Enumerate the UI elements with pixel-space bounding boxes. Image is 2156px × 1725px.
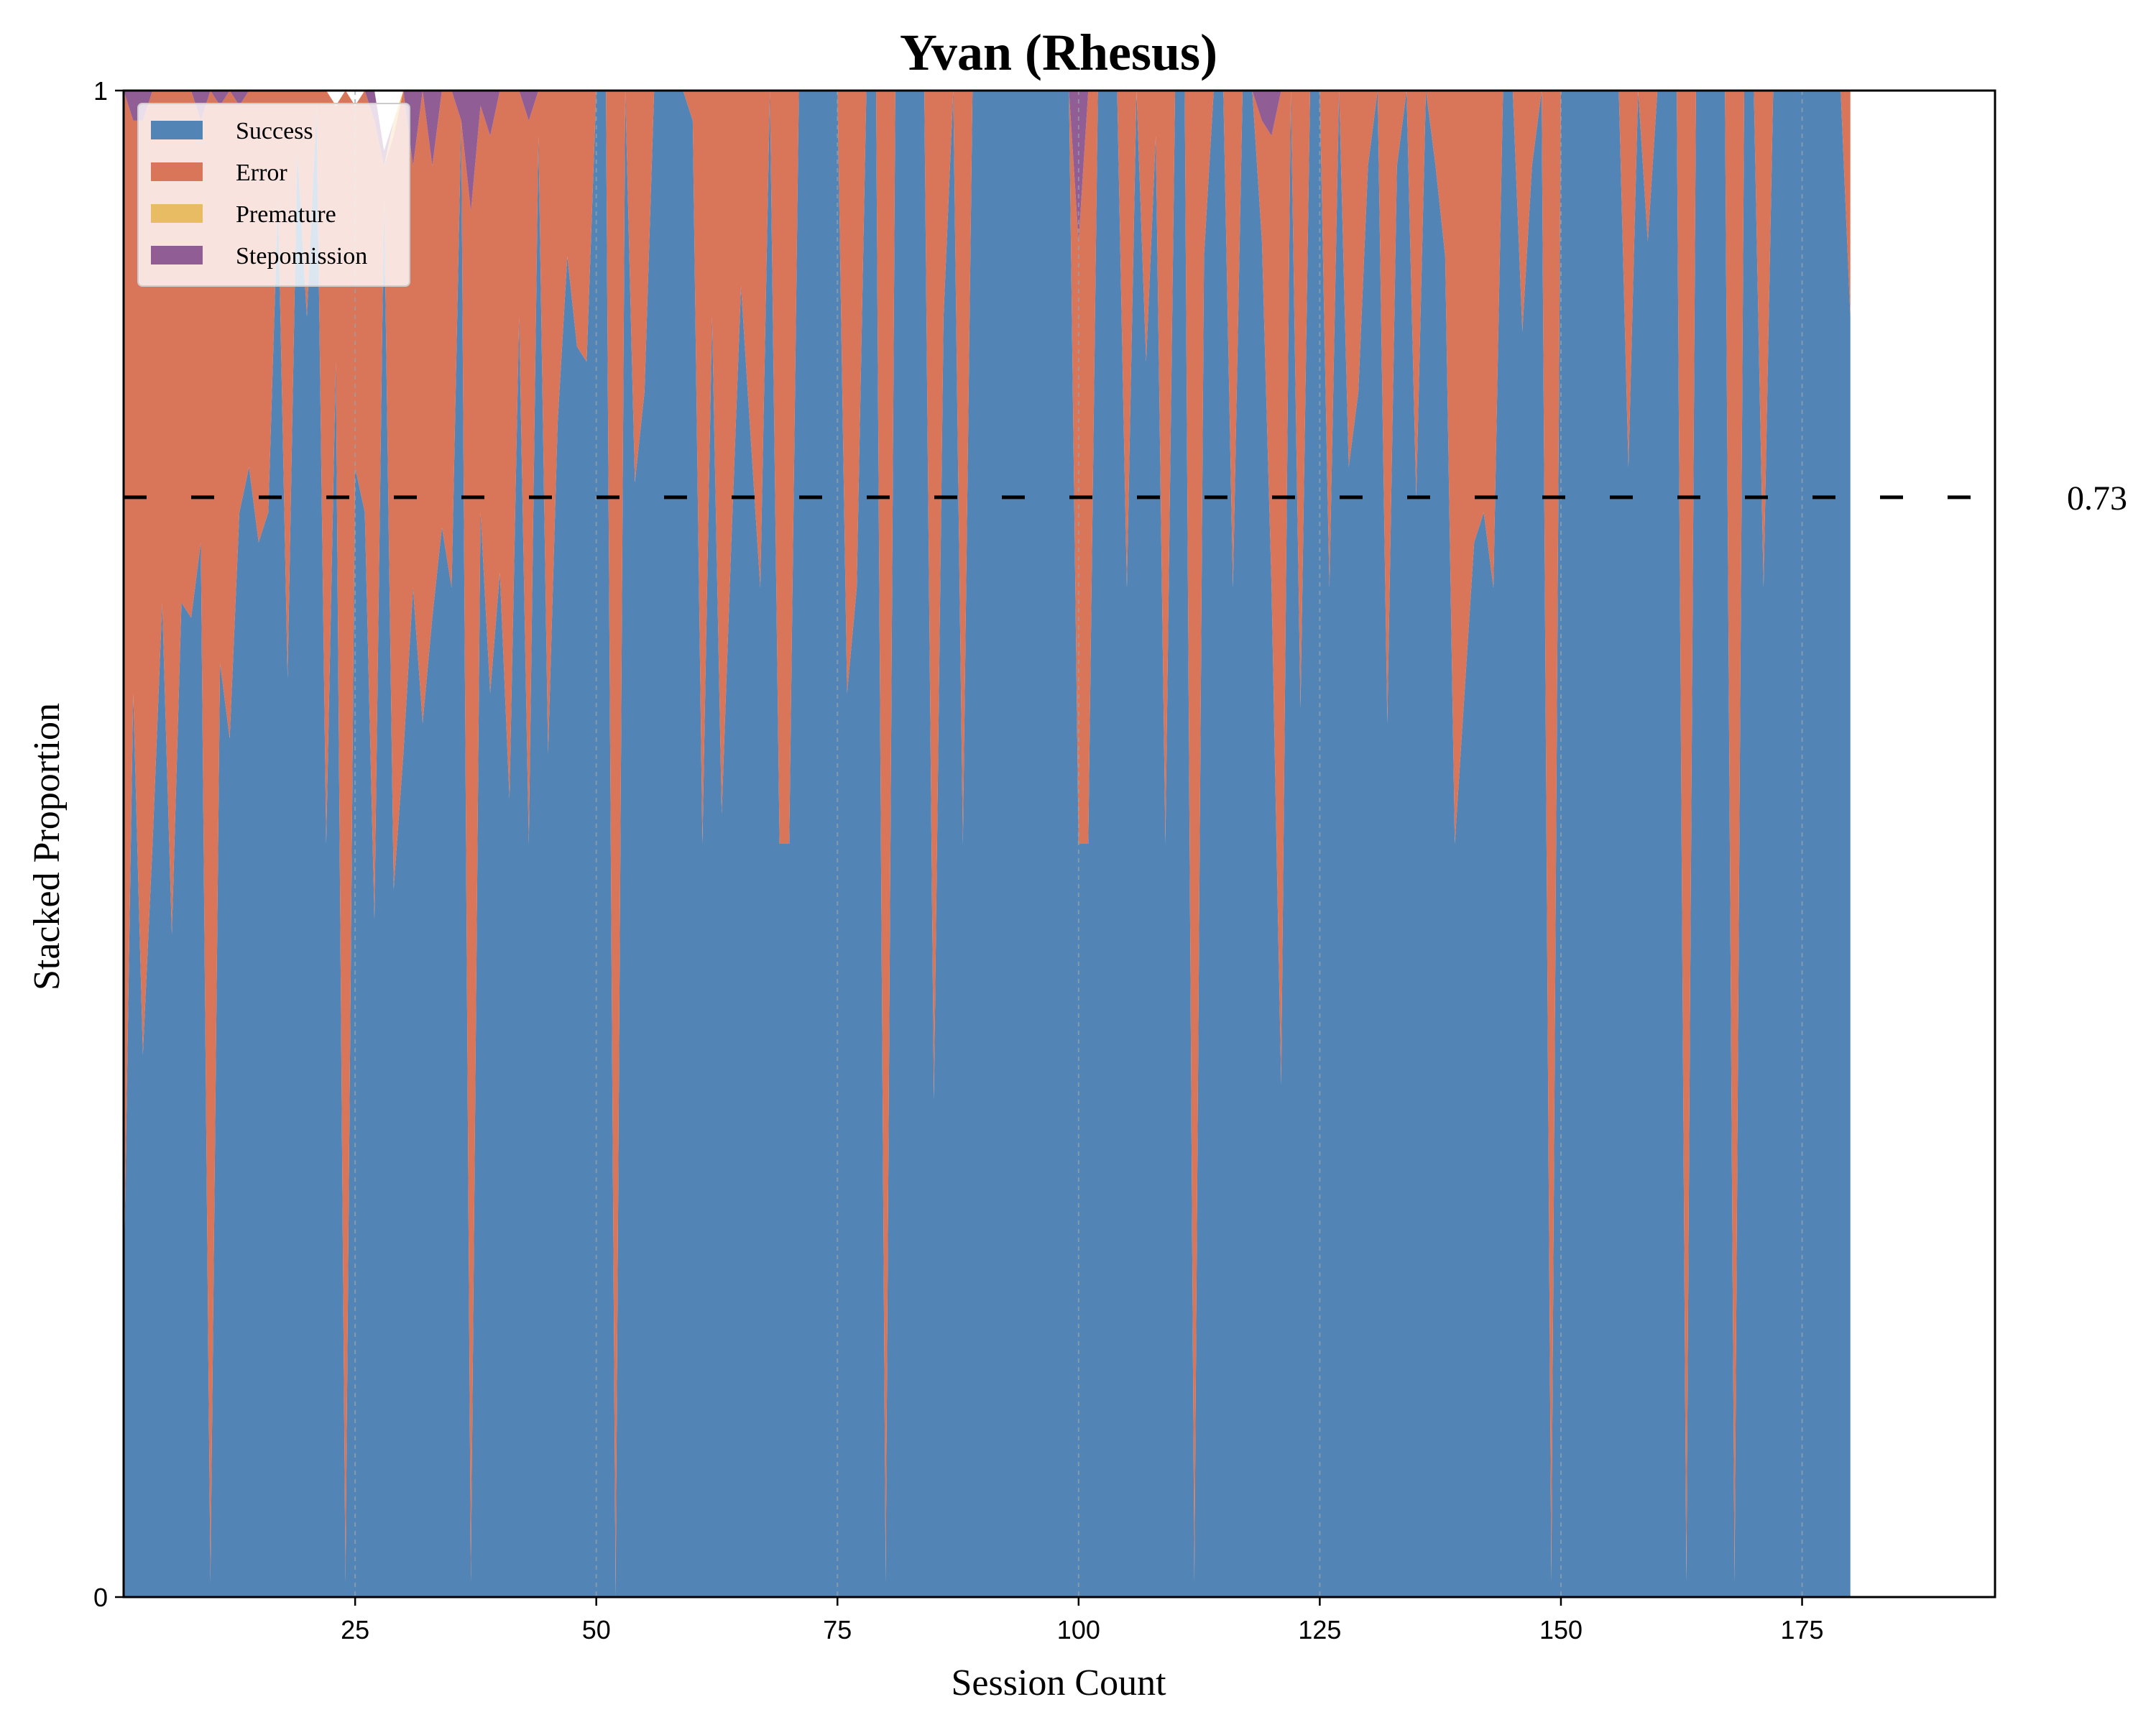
x-tick-label: 125 [1298,1615,1341,1644]
x-tick-label: 50 [582,1615,611,1644]
x-tick-label: 25 [341,1615,369,1644]
reference-line-label: 0.73 [2067,479,2127,518]
x-axis-ticks: 25 50 75 100 125 150 175 [341,1597,1824,1644]
y-tick-label: 1 [93,76,108,106]
legend-label-stepomission: Stepomission [236,243,367,270]
series-areas [124,91,1851,1597]
plot-frame [122,89,1996,1598]
chart-title: Yvan (Rhesus) [900,24,1217,81]
legend-swatch-success [151,121,203,139]
x-axis-label: Session Count [951,1662,1166,1703]
legend-box [137,103,410,287]
legend-label-success: Success [236,118,313,144]
legend-label-error: Error [236,160,287,186]
area-success [124,91,1851,1597]
area-error [124,91,1851,1597]
x-tick-label: 75 [823,1615,852,1644]
area-stepomission [124,91,1851,242]
legend-swatch-premature [151,204,203,223]
y-tick-label: 0 [93,1583,108,1612]
y-axis-label: Stacked Proportion [27,703,68,990]
legend: Success Error Premature Stepomission [137,103,410,287]
y-axis-ticks: 01 [93,76,124,1612]
legend-swatch-error [151,162,203,181]
plot-area [122,89,1996,1598]
vertical-gridlines [354,91,1803,1597]
legend-label-premature: Premature [236,201,336,228]
x-tick-label: 100 [1057,1615,1100,1644]
x-tick-label: 175 [1781,1615,1824,1644]
x-tick-label: 150 [1539,1615,1583,1644]
legend-swatch-stepomission [151,246,203,264]
